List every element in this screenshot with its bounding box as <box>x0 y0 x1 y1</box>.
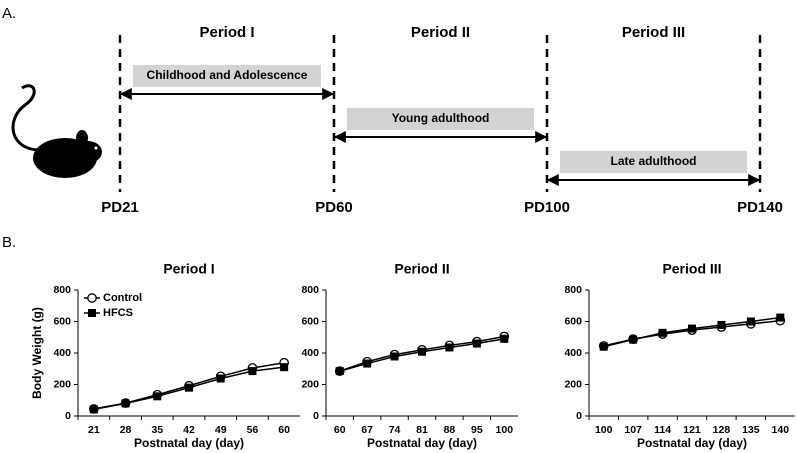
x-tick-label: 114 <box>654 424 671 436</box>
y-tick-label: 600 <box>301 315 319 327</box>
y-tick-label: 0 <box>65 410 71 422</box>
data-point <box>717 320 726 329</box>
y-tick-label: 200 <box>53 378 71 390</box>
x-tick-label: 60 <box>334 424 346 436</box>
data-point <box>776 313 785 322</box>
stage-label: Late adulthood <box>611 154 697 168</box>
x-tick-label: 88 <box>444 424 456 436</box>
time-point: PD100 <box>524 199 570 216</box>
x-tick-label: 100 <box>496 424 514 436</box>
data-point <box>599 342 608 351</box>
x-axis-label: Postnatal day (day) <box>367 436 477 450</box>
data-point <box>629 335 638 344</box>
period-title: Period III <box>622 24 685 41</box>
legend-label: Control <box>103 292 142 304</box>
x-tick-label: 135 <box>742 424 760 436</box>
x-axis-label: Postnatal day (day) <box>637 436 747 450</box>
x-axis-label: Postnatal day (day) <box>134 436 244 450</box>
mouse-icon <box>11 84 102 178</box>
y-axis-label: Body Weight (g) <box>30 307 44 399</box>
stage-box <box>133 65 321 87</box>
stage-label: Young adulthood <box>392 111 490 125</box>
data-point <box>89 405 98 414</box>
x-tick-label: 60 <box>278 424 290 436</box>
stage-label: Childhood and Adolescence <box>147 68 308 82</box>
data-point <box>335 367 344 376</box>
x-tick-label: 42 <box>183 424 195 436</box>
data-point <box>121 399 130 408</box>
period-title: Period II <box>411 24 470 41</box>
y-tick-label: 400 <box>53 347 71 359</box>
y-tick-label: 800 <box>53 284 71 296</box>
timeline: PD21 PD60 PD100 PD140 Period I Childhood and … <box>101 24 783 216</box>
data-point <box>500 334 509 343</box>
x-tick-label: 35 <box>151 424 163 436</box>
x-tick-label: 21 <box>88 424 100 436</box>
data-point <box>418 347 426 356</box>
y-tick-label: 0 <box>313 410 319 422</box>
chart-title: Period I <box>163 261 214 277</box>
y-tick-label: 600 <box>564 315 582 327</box>
data-point <box>445 343 454 352</box>
legend-marker <box>88 309 96 317</box>
legend-label: HFCS <box>103 307 133 319</box>
data-point <box>216 374 225 383</box>
x-tick-label: 107 <box>624 424 642 436</box>
data-point <box>153 392 162 401</box>
data-point <box>688 324 696 333</box>
data-point <box>363 359 372 368</box>
x-tick-label: 49 <box>215 424 227 436</box>
x-tick-label: 56 <box>247 424 259 436</box>
y-tick-label: 800 <box>564 284 582 296</box>
y-tick-label: 0 <box>576 410 582 422</box>
data-point <box>248 367 257 376</box>
time-point: PD60 <box>315 199 353 216</box>
x-tick-label: 28 <box>120 424 132 436</box>
y-tick-label: 400 <box>301 347 319 359</box>
data-point <box>390 352 399 361</box>
y-tick-label: 600 <box>53 315 71 327</box>
y-tick-label: 400 <box>564 347 582 359</box>
x-tick-label: 121 <box>683 424 701 436</box>
y-tick-label: 200 <box>301 378 319 390</box>
data-point <box>185 383 193 392</box>
panel-label: A. <box>2 5 16 22</box>
x-tick-label: 95 <box>471 424 483 436</box>
x-tick-label: 74 <box>389 424 401 436</box>
chart-title: Period II <box>394 261 449 277</box>
x-tick-label: 140 <box>772 424 790 436</box>
data-point <box>746 317 755 326</box>
stage-box <box>347 108 534 130</box>
x-tick-label: 67 <box>361 424 373 436</box>
period-title: Period I <box>199 24 254 41</box>
data-point <box>280 363 289 372</box>
x-tick-label: 128 <box>713 424 731 436</box>
chart-title: Period III <box>662 261 721 277</box>
panel-label: B. <box>2 234 16 251</box>
data-point <box>472 339 481 348</box>
time-point: PD140 <box>737 199 783 216</box>
x-tick-label: 81 <box>416 424 428 436</box>
y-tick-label: 800 <box>301 284 319 296</box>
x-tick-label: 100 <box>595 424 613 436</box>
data-point <box>658 328 667 337</box>
stage-box <box>560 151 747 173</box>
time-point: PD21 <box>101 199 139 216</box>
y-tick-label: 200 <box>564 378 582 390</box>
legend-marker <box>87 293 97 303</box>
